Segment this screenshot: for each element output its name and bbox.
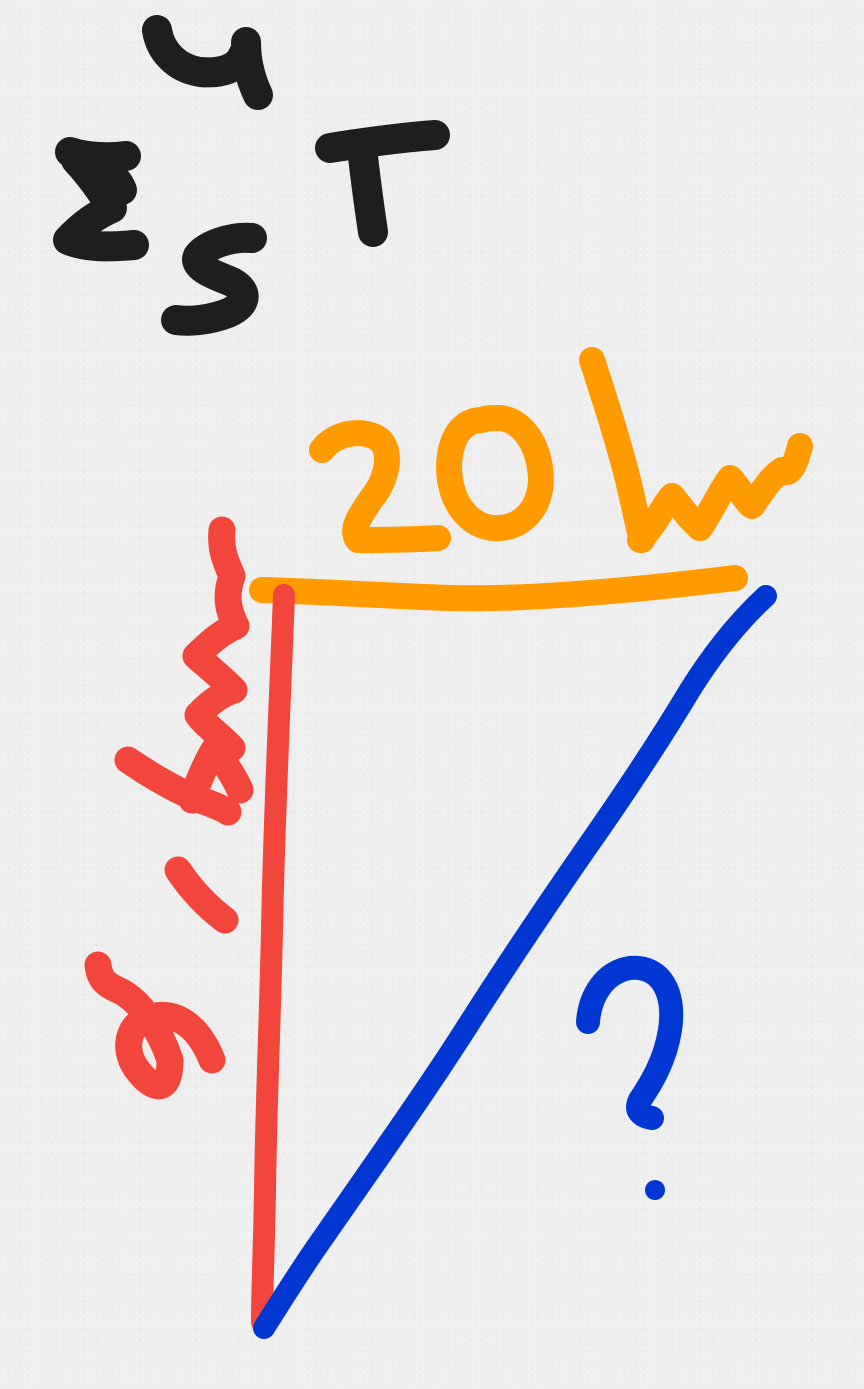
compass-north-letter [142, 15, 273, 110]
compass-east-letter [315, 120, 450, 247]
hypotenuse-line [253, 585, 777, 1339]
left-label-digit-2 [84, 951, 226, 1099]
left-label-digit-1 [164, 856, 239, 934]
top-side-label [309, 347, 813, 553]
top-label-letter-m [687, 433, 813, 541]
question-mark-curve [576, 955, 684, 1130]
left-label-letter-k [114, 736, 254, 826]
top-label-letter-k [579, 347, 713, 553]
left-label-letter-m [182, 516, 250, 762]
hypotenuse-label [576, 955, 684, 1200]
compass-rose [53, 15, 450, 336]
compass-south-letter [161, 222, 267, 336]
compass-west-letter [53, 137, 149, 262]
question-mark-dot [645, 1180, 665, 1200]
top-label-digit-2 [309, 420, 451, 553]
top-label-digit-0 [436, 405, 554, 542]
top-side-line [249, 565, 748, 612]
left-side-line [251, 584, 295, 1333]
left-side-label [84, 516, 254, 1099]
